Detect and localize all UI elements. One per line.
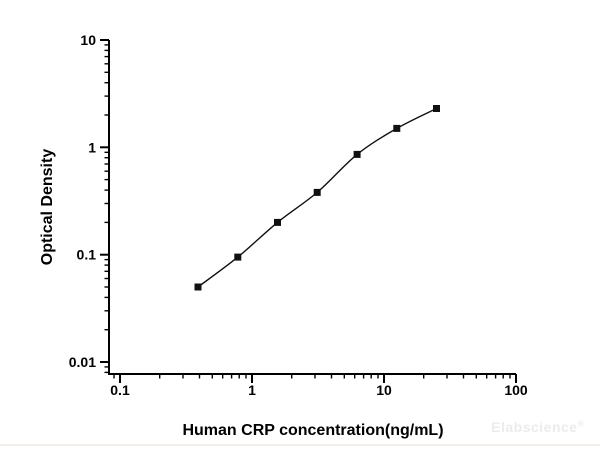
data-point-marker [274,218,281,226]
x-tick-label: 0.1 [110,382,130,398]
y-tick-label: 0.1 [77,247,97,263]
data-point-marker [393,124,401,132]
y-tick-label: 1 [88,139,96,155]
x-tick-label: 1 [248,382,256,398]
bottom-divider [0,444,600,446]
y-axis-title: Optical Density [39,148,56,266]
data-point-marker [194,283,202,291]
y-tick-label: 0.01 [69,354,96,370]
x-axis-title: Human CRP concentration(ng/mL) [182,422,444,439]
registered-mark-icon: ® [577,419,584,429]
data-point-marker [433,105,440,112]
watermark-text: Elabscience [491,419,578,435]
watermark-logo: Elabscience® [491,419,584,435]
axis-spines [108,40,516,375]
data-point-marker [313,188,321,196]
y-tick-label: 10 [80,32,96,48]
curve-line [197,107,437,288]
data-point-marker [353,150,361,158]
x-tick-label: 100 [504,382,528,398]
data-point-marker [234,253,242,261]
x-tick-label: 10 [376,382,392,398]
